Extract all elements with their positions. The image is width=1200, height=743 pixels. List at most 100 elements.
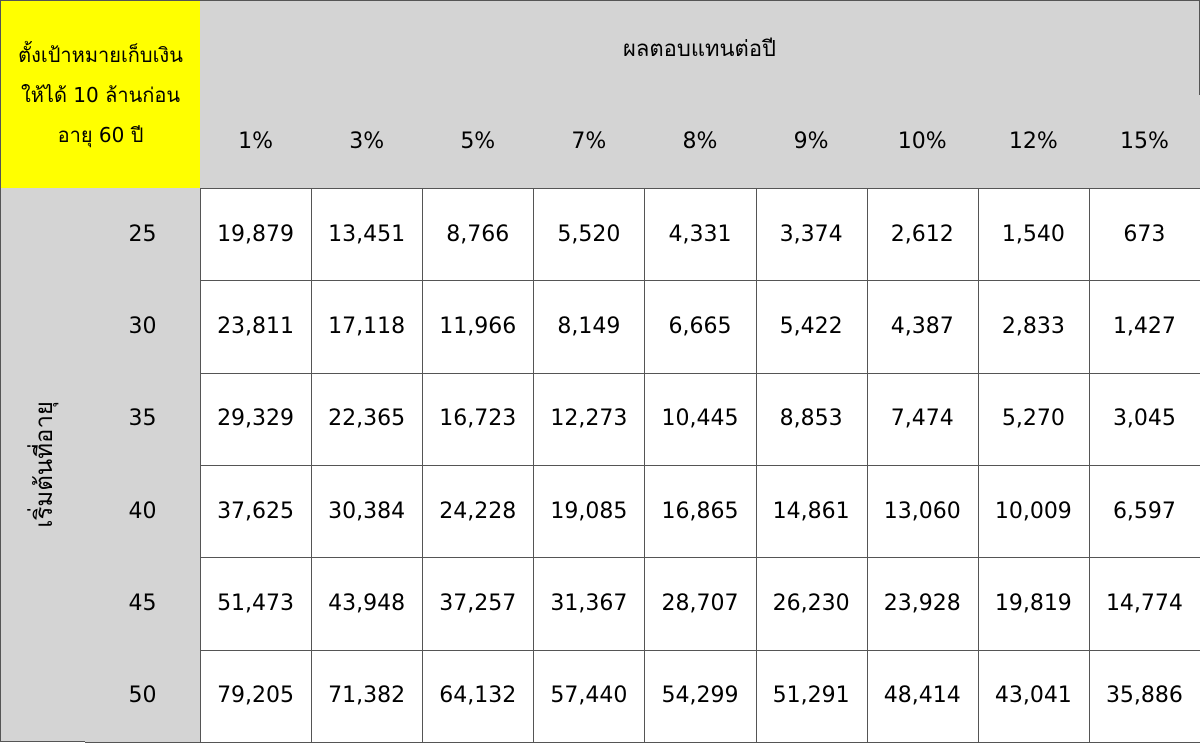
value-cell: 23,928 bbox=[866, 557, 979, 651]
value-cell: 673 bbox=[1088, 188, 1200, 282]
value: 35,886 bbox=[1105, 683, 1183, 709]
value: 43,041 bbox=[994, 683, 1072, 709]
value: 13,451 bbox=[328, 221, 406, 247]
value: 4,387 bbox=[890, 313, 954, 339]
value-cell: 19,085 bbox=[533, 465, 646, 559]
column-header-cell: 3% bbox=[311, 95, 424, 189]
value-cell: 19,879 bbox=[200, 188, 313, 282]
column-header: 12% bbox=[1008, 129, 1058, 154]
age-label: 40 bbox=[128, 498, 157, 524]
value: 23,928 bbox=[883, 590, 961, 616]
value: 6,665 bbox=[668, 313, 732, 339]
value-cell: 22,365 bbox=[311, 372, 424, 466]
value-cell: 37,625 bbox=[200, 465, 313, 559]
value-cell: 35,886 bbox=[1088, 649, 1200, 743]
value: 24,228 bbox=[439, 498, 517, 524]
column-header-cell: 10% bbox=[866, 95, 979, 189]
value: 51,473 bbox=[217, 590, 295, 616]
header-cell: ผลตอบแทนต่อปี bbox=[200, 0, 1200, 96]
value: 3,374 bbox=[779, 221, 843, 247]
value: 5,422 bbox=[779, 313, 843, 339]
value: 10,009 bbox=[994, 498, 1072, 524]
column-header-cell: 9% bbox=[755, 95, 868, 189]
value: 2,833 bbox=[1001, 313, 1065, 339]
value-cell: 26,230 bbox=[755, 557, 868, 651]
value-cell: 30,384 bbox=[311, 465, 424, 559]
value-cell: 3,374 bbox=[755, 188, 868, 282]
age-label-cell: 25 bbox=[85, 188, 201, 282]
side-cell: เริ่มต้นที่อายุ bbox=[0, 188, 86, 742]
value-cell: 3,045 bbox=[1088, 372, 1200, 466]
age-label-cell: 30 bbox=[85, 280, 201, 374]
column-header-cell: 5% bbox=[422, 95, 535, 189]
value: 51,291 bbox=[772, 683, 850, 709]
value: 48,414 bbox=[883, 683, 961, 709]
value-cell: 51,473 bbox=[200, 557, 313, 651]
value-cell: 5,520 bbox=[533, 188, 646, 282]
value: 23,811 bbox=[217, 313, 295, 339]
value-cell: 29,329 bbox=[200, 372, 313, 466]
value-cell: 10,445 bbox=[644, 372, 757, 466]
value: 19,879 bbox=[217, 221, 295, 247]
value-cell: 8,766 bbox=[422, 188, 535, 282]
value-cell: 28,707 bbox=[644, 557, 757, 651]
value: 54,299 bbox=[661, 683, 739, 709]
value-cell: 13,060 bbox=[866, 465, 979, 559]
value-cell: 43,041 bbox=[977, 649, 1090, 743]
value: 1,427 bbox=[1112, 313, 1176, 339]
value: 16,865 bbox=[661, 498, 739, 524]
value: 17,118 bbox=[328, 313, 406, 339]
value: 6,597 bbox=[1112, 498, 1176, 524]
value: 1,540 bbox=[1001, 221, 1065, 247]
goal-cell: ตั้งเป้าหมายเก็บเงิน ให้ได้ 10 ล้านก่อน … bbox=[0, 0, 201, 189]
value-cell: 16,723 bbox=[422, 372, 535, 466]
value: 57,440 bbox=[550, 683, 628, 709]
value-cell: 48,414 bbox=[866, 649, 979, 743]
value-cell: 8,149 bbox=[533, 280, 646, 374]
value-cell: 19,819 bbox=[977, 557, 1090, 651]
age-label: 35 bbox=[128, 406, 157, 432]
value: 64,132 bbox=[439, 683, 517, 709]
column-header: 8% bbox=[682, 129, 718, 154]
value: 8,853 bbox=[779, 406, 843, 432]
header-title: ผลตอบแทนต่อปี bbox=[622, 36, 777, 62]
value-cell: 10,009 bbox=[977, 465, 1090, 559]
value-cell: 12,273 bbox=[533, 372, 646, 466]
age-label: 30 bbox=[128, 313, 157, 339]
goal-line: ตั้งเป้าหมายเก็บเงิน bbox=[18, 42, 183, 67]
value-cell: 1,540 bbox=[977, 188, 1090, 282]
age-label-cell: 40 bbox=[85, 465, 201, 559]
value-cell: 24,228 bbox=[422, 465, 535, 559]
value: 37,625 bbox=[217, 498, 295, 524]
side-label: เริ่มต้นที่อายุ bbox=[29, 401, 58, 528]
column-header: 1% bbox=[238, 129, 273, 154]
value: 19,819 bbox=[994, 590, 1072, 616]
value: 30,384 bbox=[328, 498, 406, 524]
value: 7,474 bbox=[890, 406, 954, 432]
column-header: 9% bbox=[793, 129, 829, 154]
value-cell: 16,865 bbox=[644, 465, 757, 559]
value-cell: 17,118 bbox=[311, 280, 424, 374]
value-cell: 43,948 bbox=[311, 557, 424, 651]
value: 5,270 bbox=[1001, 406, 1065, 432]
value: 19,085 bbox=[550, 498, 628, 524]
value: 79,205 bbox=[217, 683, 295, 709]
value-cell: 23,811 bbox=[200, 280, 313, 374]
value: 31,367 bbox=[550, 590, 628, 616]
value: 8,149 bbox=[557, 313, 621, 339]
column-header-cell: 12% bbox=[977, 95, 1090, 189]
value: 16,723 bbox=[439, 406, 517, 432]
value-cell: 64,132 bbox=[422, 649, 535, 743]
value: 22,365 bbox=[328, 406, 406, 432]
value-cell: 5,422 bbox=[755, 280, 868, 374]
value: 43,948 bbox=[328, 590, 406, 616]
value: 37,257 bbox=[439, 590, 517, 616]
value-cell: 14,861 bbox=[755, 465, 868, 559]
value-cell: 31,367 bbox=[533, 557, 646, 651]
goal-line: ให้ได้ 10 ล้านก่อน bbox=[20, 82, 181, 107]
value: 28,707 bbox=[661, 590, 739, 616]
value: 3,045 bbox=[1112, 406, 1176, 432]
value: 10,445 bbox=[661, 406, 739, 432]
value-cell: 2,612 bbox=[866, 188, 979, 282]
